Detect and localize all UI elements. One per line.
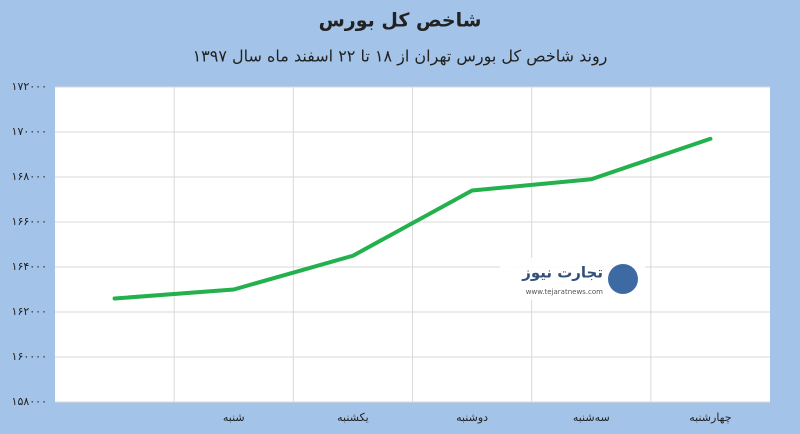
y-tick-label: ۱۶۴۰۰۰ <box>12 260 47 273</box>
watermark-logo <box>608 264 638 294</box>
watermark-url: www.tejaratnews.com <box>526 288 603 296</box>
x-tick-label: یکشنبه <box>337 411 369 424</box>
watermark-title: تجارت نیوز <box>521 264 603 282</box>
y-tick-label: ۱۷۲۰۰۰ <box>12 80 47 93</box>
y-tick-label: ۱۶۲۰۰۰ <box>12 305 47 318</box>
x-tick-label: سه‌شنبه <box>573 411 610 424</box>
x-tick-label: دوشنبه <box>456 411 488 424</box>
watermark-box <box>500 258 645 300</box>
watermark: تجارت نیوز www.tejaratnews.com <box>500 258 645 300</box>
chart-title: شاخص کل بورس <box>319 10 482 32</box>
line <box>112 136 713 301</box>
y-tick-label: ۱۵۸۰۰۰ <box>12 395 47 408</box>
y-tick-label: ۱۶۶۰۰۰ <box>12 215 47 228</box>
chart-subtitle: روند شاخص کل بورس تهران از ۱۸ تا ۲۲ اسفن… <box>193 47 608 67</box>
x-tick-label: شنبه <box>223 411 245 424</box>
x-tick-label: چهارشنبه <box>689 411 731 424</box>
y-tick-label: ۱۶۸۰۰۰ <box>12 170 47 183</box>
y-tick-label: ۱۶۰۰۰۰ <box>12 350 47 363</box>
y-tick-label: ۱۷۰۰۰۰ <box>12 125 47 138</box>
